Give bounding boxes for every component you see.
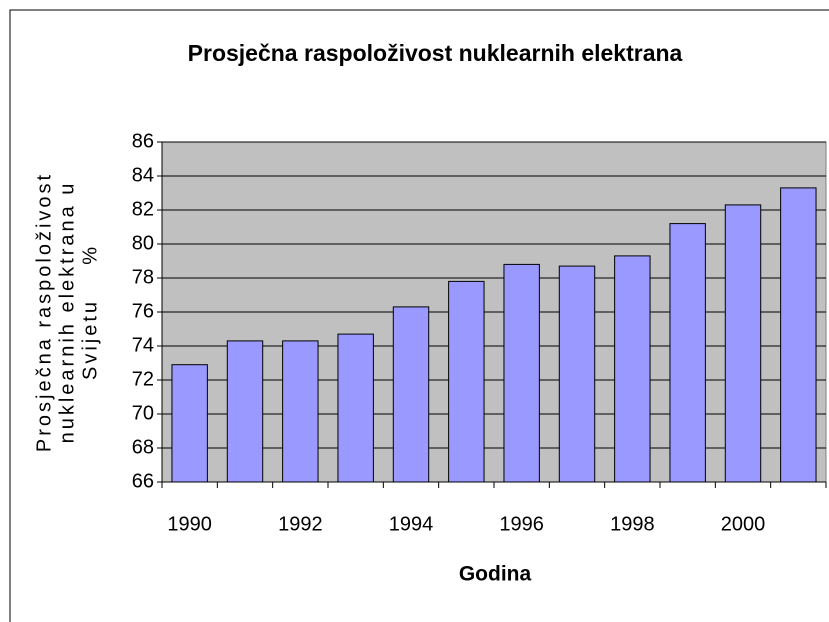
bar: [282, 340, 319, 483]
y-tick-label: 68: [132, 436, 154, 458]
x-tick-label: 1998: [610, 513, 655, 535]
bar: [669, 223, 706, 483]
y-tick-label: 70: [132, 402, 154, 424]
y-tick-label: 76: [132, 300, 154, 322]
x-tick-label: 1994: [389, 513, 434, 535]
bar: [226, 340, 264, 483]
bar: [448, 280, 485, 483]
x-tick-label: 1990: [167, 513, 212, 535]
y-tick-label: 66: [132, 470, 154, 492]
bar: [503, 263, 540, 483]
bar: [614, 255, 651, 483]
y-tick-label: 84: [132, 164, 154, 186]
chart-title: Prosječna raspoloživost nuklearnih elekt…: [188, 40, 683, 66]
y-axis-label-line: Prosječna raspoloživost: [33, 172, 55, 452]
x-axis-label: Godina: [459, 563, 532, 586]
y-tick-label: 78: [132, 266, 154, 288]
y-axis-label: Prosječna raspoloživost nuklearnih elekt…: [33, 172, 101, 452]
x-tick-label: 1992: [278, 513, 323, 535]
y-tick-label: 72: [132, 368, 154, 390]
bar: [724, 204, 762, 483]
bar: [780, 187, 817, 483]
bar: [337, 333, 374, 483]
y-tick-label: 82: [132, 198, 154, 220]
bar: [171, 364, 208, 483]
bar: [558, 265, 596, 483]
x-tick-label: 1996: [499, 513, 544, 535]
bar: [392, 306, 430, 483]
y-tick-label: 86: [132, 130, 154, 152]
x-tick-label: 2000: [721, 513, 766, 535]
y-tick-label: 80: [132, 232, 154, 254]
y-tick-label: 74: [132, 334, 154, 356]
y-axis-label-line: nuklearnih elektrana u: [56, 181, 78, 444]
y-axis-label-line: Svijetu %: [79, 244, 101, 380]
